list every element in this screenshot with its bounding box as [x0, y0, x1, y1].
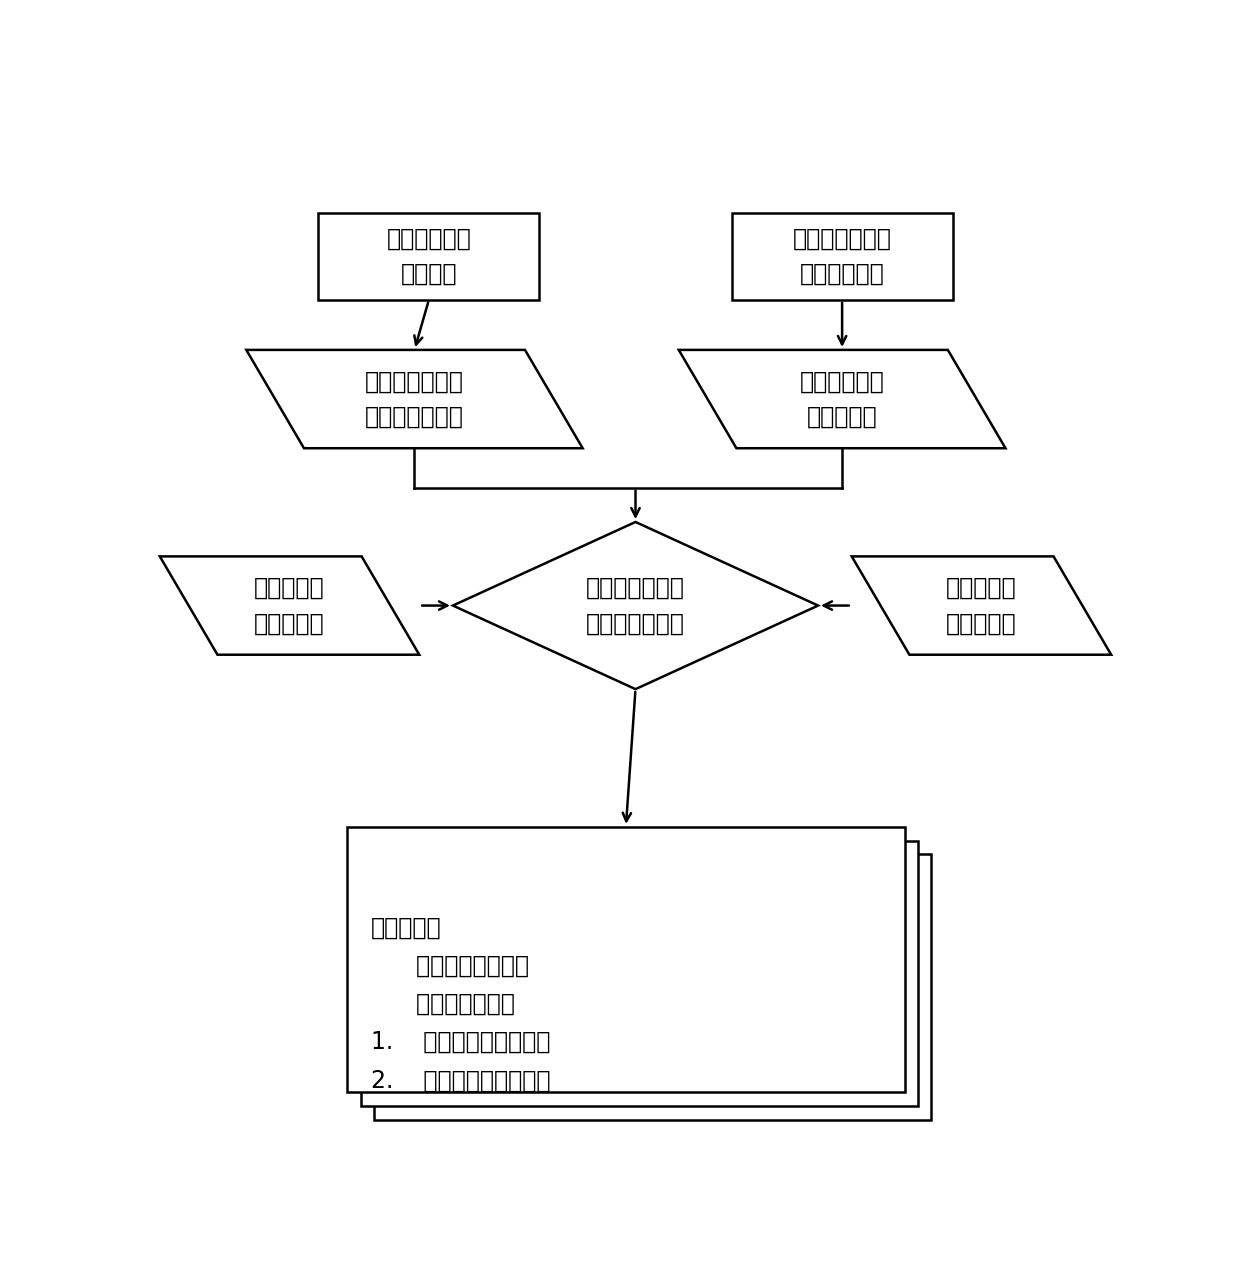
Text: 数据输出：
      双面组件功率增益
      双面组件发电量
1.    斜面面直接辐照强度
2.    斜面面散射辐照强度: 数据输出： 双面组件功率增益 双面组件发电量 1. 斜面面直接辐照强度 2. 斜… [371, 916, 551, 1092]
Bar [319, 213, 539, 300]
Polygon shape [453, 522, 818, 690]
Text: 辐照数据采
集时间步长: 辐照数据采 集时间步长 [946, 576, 1017, 635]
Text: 组件背面辐照
数据采集: 组件背面辐照 数据采集 [387, 227, 471, 286]
Polygon shape [852, 557, 1111, 655]
Bar [732, 213, 952, 300]
Bar [361, 840, 918, 1106]
Text: 低辐照太阳电池
电流计算模型: 低辐照太阳电池 电流计算模型 [792, 227, 892, 286]
Polygon shape [247, 350, 583, 448]
Bar [374, 854, 931, 1120]
Bar [347, 826, 905, 1092]
Polygon shape [678, 350, 1006, 448]
Text: 组件中每个电池
表面的辐照强度: 组件中每个电池 表面的辐照强度 [365, 369, 464, 429]
Text: 标准普通组
件功率计算: 标准普通组 件功率计算 [254, 576, 325, 635]
Polygon shape [160, 557, 419, 655]
Text: 双面发电组件功
率与发电量计算: 双面发电组件功 率与发电量计算 [587, 576, 684, 635]
Text: 组件中电池电
流失配模型: 组件中电池电 流失配模型 [800, 369, 884, 429]
